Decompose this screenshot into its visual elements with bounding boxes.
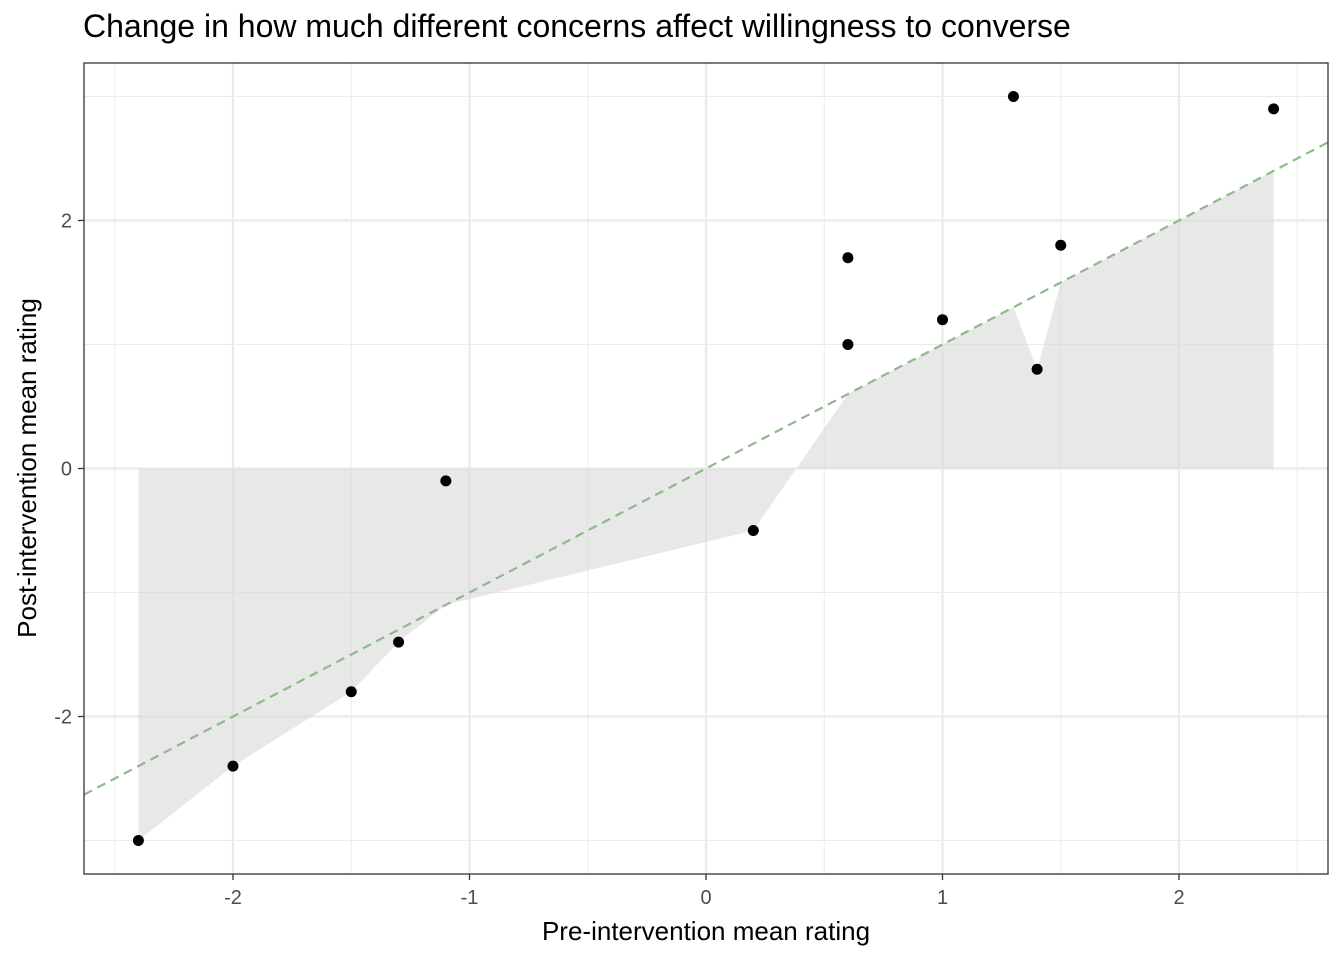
- data-point: [227, 760, 239, 772]
- reference-line: [83, 141, 1329, 796]
- chart-title: Change in how much different concerns af…: [83, 8, 1071, 44]
- area-layer: [138, 170, 1274, 841]
- data-point: [1055, 239, 1067, 251]
- y-tick-label: 0: [61, 459, 72, 481]
- y-tick-label: -2: [54, 707, 72, 729]
- x-tick-label: 2: [1173, 887, 1184, 909]
- x-tick-label: 1: [937, 887, 948, 909]
- data-point: [345, 686, 357, 698]
- y-axis-ticks: -2 0 2: [54, 210, 84, 729]
- x-axis-ticks: -2 -1 0 1 2: [224, 874, 1185, 909]
- x-axis-title: Pre-intervention mean rating: [542, 916, 870, 946]
- reference-line-layer: [83, 141, 1329, 796]
- data-point: [132, 835, 144, 847]
- y-tick-label: 2: [61, 210, 72, 232]
- data-point: [440, 475, 452, 487]
- data-point: [842, 252, 854, 264]
- data-point: [393, 636, 405, 648]
- y-axis-title: Post-intervention mean rating: [12, 298, 42, 638]
- shaded-area: [138, 170, 1274, 841]
- x-tick-label: 0: [700, 887, 711, 909]
- data-point: [842, 338, 854, 350]
- points-layer: [132, 90, 1280, 847]
- data-point: [1007, 90, 1019, 102]
- data-point: [1268, 103, 1280, 115]
- x-tick-label: -2: [224, 887, 242, 909]
- data-point: [937, 314, 949, 326]
- x-tick-label: -1: [461, 887, 479, 909]
- data-point: [747, 525, 759, 537]
- data-point: [1031, 363, 1043, 375]
